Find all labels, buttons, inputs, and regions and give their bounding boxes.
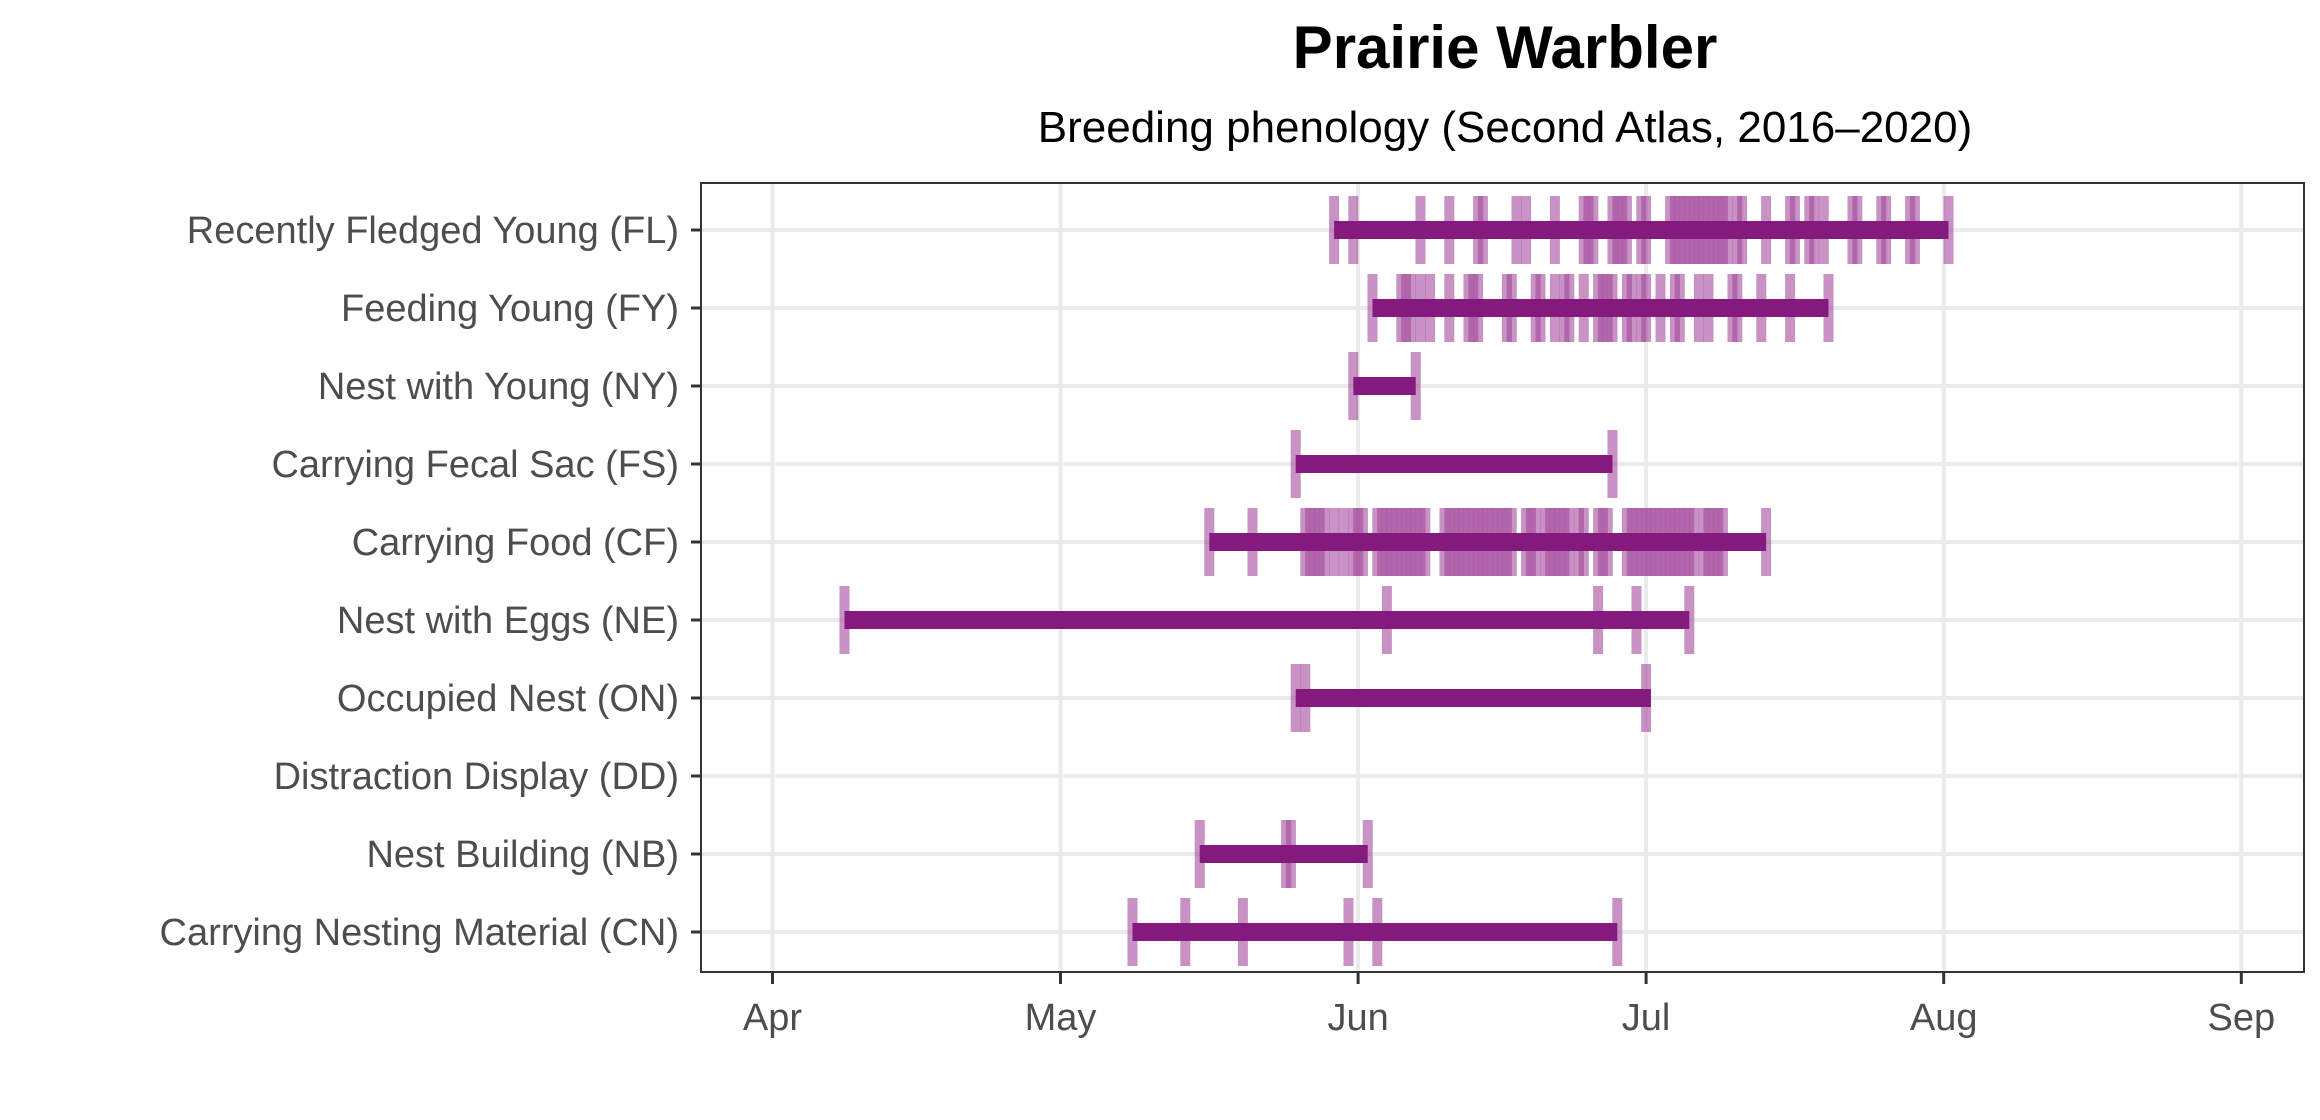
x-tick-label-aug: Aug [1910, 997, 1978, 1039]
range-bar-on [1295, 689, 1651, 707]
x-tick-label-jun: Jun [1327, 997, 1388, 1039]
chart-subtitle: Breeding phenology (Second Atlas, 2016–2… [1038, 103, 1972, 152]
y-tick-label-on: Occupied Nest (ON) [337, 678, 679, 720]
y-tick-label-ny: Nest with Young (NY) [318, 366, 679, 408]
x-tick-label-jul: Jul [1622, 997, 1671, 1039]
range-bar-ne [844, 611, 1690, 629]
chart-title: Prairie Warbler [1293, 14, 1718, 81]
y-tick-label-fs: Carrying Fecal Sac (FS) [271, 444, 679, 486]
x-tick-label-sep: Sep [2207, 997, 2275, 1039]
range-bar-nb [1199, 845, 1368, 863]
y-tick-label-nb: Nest Building (NB) [366, 834, 679, 876]
range-bar-fl [1334, 221, 1949, 239]
range-bar-layer [844, 221, 1949, 941]
x-tick-label-may: May [1025, 997, 1097, 1039]
y-axis: Recently Fledged Young (FL) Feeding Young… [160, 210, 701, 954]
y-tick-label-fl: Recently Fledged Young (FL) [187, 210, 679, 252]
y-tick-label-fy: Feeding Young (FY) [341, 288, 679, 330]
panel-border [700, 182, 2305, 973]
range-bar-fs [1295, 455, 1613, 473]
x-axis: Apr May Jun Jul Aug Sep [743, 972, 2275, 1039]
y-tick-label-ne: Nest with Eggs (NE) [337, 600, 679, 642]
y-tick-label-cf: Carrying Food (CF) [352, 522, 679, 564]
x-tick-label-apr: Apr [743, 997, 802, 1039]
range-bar-ny [1353, 377, 1416, 395]
range-bar-cf [1209, 533, 1767, 551]
range-bar-fy [1372, 299, 1829, 317]
range-bar-cn [1132, 923, 1618, 941]
y-tick-label-dd: Distraction Display (DD) [274, 756, 679, 798]
y-tick-label-cn: Carrying Nesting Material (CN) [160, 912, 679, 954]
